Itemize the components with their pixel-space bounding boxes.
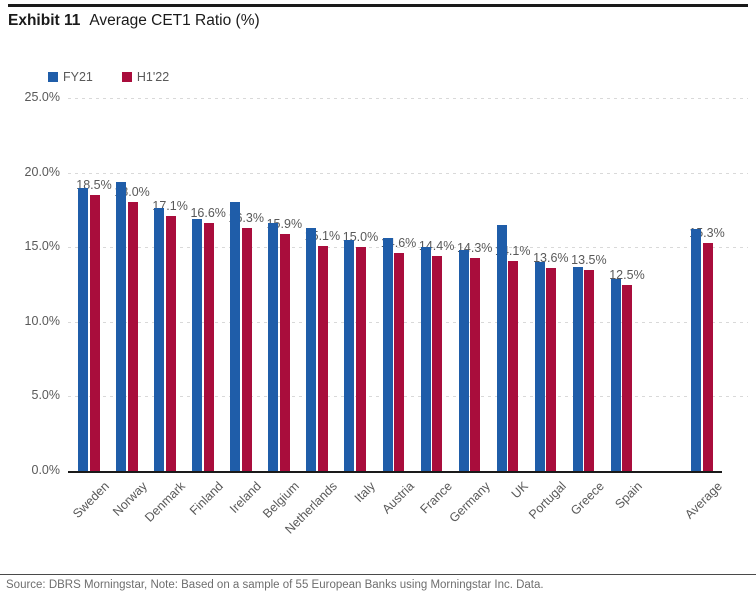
bar-h122-greece	[584, 269, 595, 471]
bar-fy21-sweden	[78, 187, 88, 471]
chart-title-text: Average CET1 Ratio (%)	[89, 12, 260, 29]
bar-h122-austria	[394, 253, 405, 471]
y-axis-tick-25.0%: 25.0%	[24, 90, 60, 104]
gridline-10	[68, 321, 748, 323]
bar-fy21-uk	[496, 224, 507, 471]
bar-h122-average	[702, 242, 713, 471]
y-axis-tick-15.0%: 15.0%	[24, 239, 60, 254]
bar-fy21-belgium	[268, 223, 279, 471]
bar-h122-finland	[203, 223, 214, 471]
data-label-finland: 16.6%	[190, 206, 226, 221]
y-axis-tick-0.0%: 0.0%	[31, 463, 61, 477]
bar-fy21-italy	[344, 239, 355, 471]
data-label-greece: 13.5%	[571, 252, 607, 267]
legend-label-fy21: FY21	[63, 70, 93, 84]
bar-fy21-denmark	[154, 208, 165, 471]
bar-fy21-finland	[192, 218, 203, 471]
bar-h122-denmark	[165, 215, 176, 471]
bar-fy21-average	[691, 229, 701, 471]
bar-h122-norway	[127, 202, 138, 471]
bar-fy21-austria	[382, 238, 393, 471]
bar-h122-ireland	[241, 227, 252, 471]
exhibit-number: Exhibit 11	[8, 12, 81, 29]
source-note: Source: DBRS Morningstar, Note: Based on…	[6, 579, 544, 591]
bar-fy21-spain	[610, 278, 621, 471]
bar-fy21-greece	[572, 266, 583, 471]
data-label-portugal: 13.6%	[533, 251, 569, 266]
bar-fy21-germany	[458, 250, 469, 471]
gridline-5	[68, 396, 748, 398]
bar-h122-portugal	[546, 268, 557, 471]
bar-fy21-portugal	[534, 262, 545, 471]
chart-title: Exhibit 11 Average CET1 Ratio (%)	[8, 12, 260, 30]
y-axis-tick-20.0%: 20.0%	[24, 164, 60, 179]
x-axis-line	[68, 471, 722, 473]
gridline-15	[68, 247, 748, 249]
bar-fy21-netherlands	[306, 227, 317, 471]
data-label-spain: 12.5%	[609, 267, 645, 282]
footer-divider	[0, 574, 756, 575]
bar-h122-germany	[470, 257, 481, 471]
fy21-color-swatch	[48, 72, 58, 82]
gridline-20	[68, 172, 748, 174]
bar-h122-france	[432, 256, 443, 471]
top-divider	[8, 4, 748, 7]
y-axis-tick-10.0%: 10.0%	[24, 313, 60, 328]
bar-h122-sweden	[89, 194, 100, 471]
bar-h122-italy	[355, 247, 366, 471]
bar-fy21-france	[420, 247, 431, 471]
x-axis-label-average: Average	[682, 479, 725, 522]
h122-color-swatch	[121, 72, 132, 82]
y-axis-tick-5.0%: 5.0%	[31, 388, 61, 403]
bar-fy21-norway	[116, 181, 127, 471]
bar-h122-belgium	[279, 233, 290, 471]
bar-h122-spain	[622, 284, 633, 471]
bar-h122-netherlands	[317, 245, 328, 471]
legend-item-fy21: FY21	[48, 70, 93, 84]
chart-legend: FY21 H1'22	[48, 70, 169, 84]
bar-h122-uk	[508, 260, 519, 471]
bar-fy21-ireland	[230, 202, 241, 471]
legend-label-h122: H1'22	[136, 70, 170, 84]
gridline-25	[68, 98, 748, 99]
legend-item-h122: H1'22	[121, 70, 170, 84]
